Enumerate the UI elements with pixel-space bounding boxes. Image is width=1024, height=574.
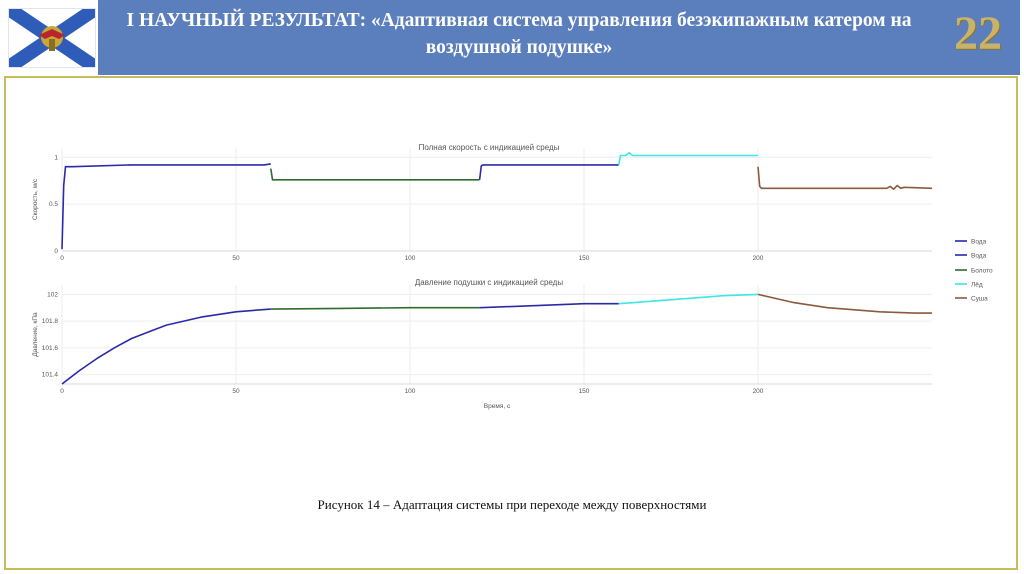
content-frame xyxy=(4,76,1018,570)
x-tick-label: 150 xyxy=(579,388,590,395)
legend-label: Вода xyxy=(971,239,987,246)
chart-title: Давление подушки с индикацией среды xyxy=(415,278,563,287)
slide-number: 22 xyxy=(954,7,1002,60)
x-tick-label: 50 xyxy=(232,255,240,262)
x-tick-label: 0 xyxy=(60,255,64,262)
series-line-Суша xyxy=(757,166,933,190)
legend-label: Вода xyxy=(971,253,987,260)
x-tick-label: 50 xyxy=(232,388,240,395)
y-tick-label: 102 xyxy=(47,291,58,298)
y-tick-label: 101.6 xyxy=(42,345,59,352)
chart-title: Полная скорость с индикацией среды xyxy=(419,143,560,152)
slide-title: I НАУЧНЫЙ РЕЗУЛЬТАТ: «Адаптивная система… xyxy=(126,10,912,58)
series-line-Вода xyxy=(61,163,271,250)
header: I НАУЧНЫЙ РЕЗУЛЬТАТ: «Адаптивная система… xyxy=(0,0,1024,75)
legend-label: Суша xyxy=(971,296,988,303)
x-tick-label: 0 xyxy=(60,388,64,395)
series-line-Лёд xyxy=(618,293,759,305)
x-tick-label: 200 xyxy=(753,388,764,395)
title-bar: I НАУЧНЫЙ РЕЗУЛЬТАТ: «Адаптивная система… xyxy=(98,0,1020,75)
x-axis-label: Время, с xyxy=(484,403,511,410)
x-tick-label: 100 xyxy=(405,255,416,262)
series-line-Болото xyxy=(270,306,480,310)
series-line-Суша xyxy=(757,293,932,314)
y-axis-label: Давление, кПа xyxy=(32,312,39,357)
y-tick-label: 0.5 xyxy=(49,201,58,208)
y-tick-label: 101.8 xyxy=(42,318,59,325)
x-tick-label: 150 xyxy=(579,255,590,262)
y-tick-label: 1 xyxy=(54,154,58,161)
x-tick-label: 200 xyxy=(753,255,764,262)
y-tick-label: 0 xyxy=(54,248,58,255)
y-axis-label: Скорость, м/с xyxy=(32,178,39,220)
figure-caption: Рисунок 14 – Адаптация системы при перех… xyxy=(317,497,707,512)
series-line-Вода xyxy=(61,308,271,385)
naval-flag-emblem xyxy=(8,8,96,68)
legend-label: Лёд xyxy=(971,282,983,289)
series-line-Лёд xyxy=(618,151,758,166)
series-line-Болото xyxy=(270,168,480,181)
y-tick-label: 101.4 xyxy=(42,372,59,379)
x-tick-label: 100 xyxy=(405,388,416,395)
series-line-Вода xyxy=(479,302,619,309)
legend-label: Болото xyxy=(971,268,993,275)
series-line-Вода xyxy=(478,164,619,180)
